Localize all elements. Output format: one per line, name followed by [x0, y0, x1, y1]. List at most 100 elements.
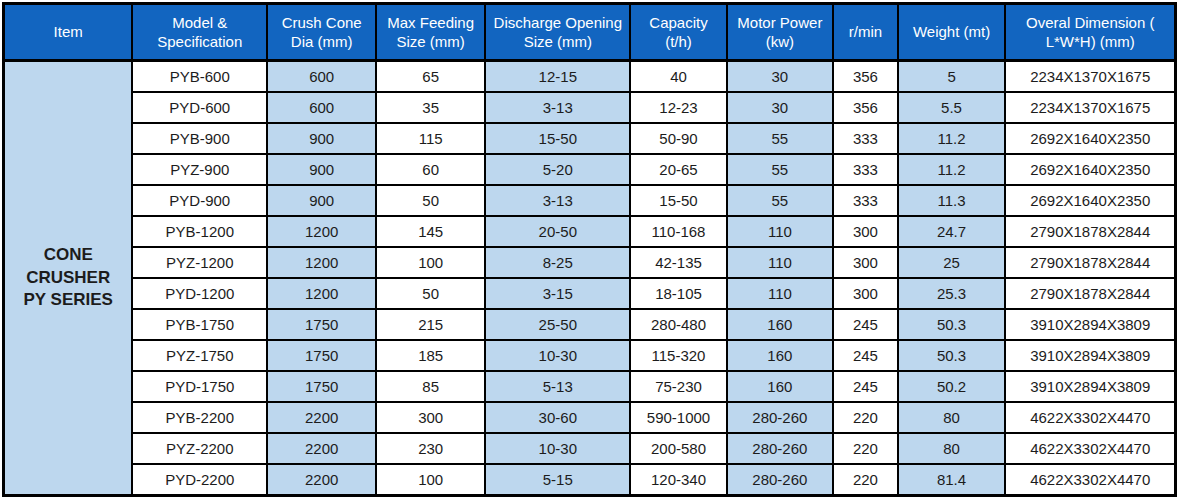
cell-r-min: 356 — [833, 92, 897, 123]
cell-motor-power: 280-260 — [727, 464, 834, 496]
cell-motor-power: 55 — [727, 185, 834, 216]
cell-weight: 5.5 — [898, 92, 1006, 123]
table-row: PYD-600600353-1312-23303565.52234X1370X1… — [4, 92, 1176, 123]
cell-r-min: 220 — [833, 433, 897, 464]
col-header-motor-power: Motor Power (kw) — [727, 4, 834, 61]
col-header-crush-cone-dia: Crush Cone Dia (mm) — [267, 4, 376, 61]
cell-crush-cone-dia: 1200 — [267, 278, 376, 309]
cell-discharge-opening-size: 5-20 — [485, 154, 630, 185]
cell-max-feeding-size: 85 — [376, 371, 485, 402]
col-header-overall-dimension: Overal Dimension ( L*W*H) (mm) — [1005, 4, 1175, 61]
cell-discharge-opening-size: 30-60 — [485, 402, 630, 433]
cell-motor-power: 110 — [727, 247, 834, 278]
cell-r-min: 245 — [833, 340, 897, 371]
cell-overall-dimension: 2234X1370X1675 — [1005, 61, 1175, 93]
col-header-weight: Weight (mt) — [898, 4, 1006, 61]
cell-overall-dimension: 3910X2894X3809 — [1005, 371, 1175, 402]
cell-model-specification: PYZ-1200 — [132, 247, 267, 278]
table-row: PYB-1200120014520-50110-16811030024.7279… — [4, 216, 1176, 247]
cell-model-specification: PYD-600 — [132, 92, 267, 123]
cell-r-min: 300 — [833, 216, 897, 247]
cell-capacity: 12-23 — [630, 92, 726, 123]
cell-weight: 25.3 — [898, 278, 1006, 309]
cell-motor-power: 30 — [727, 92, 834, 123]
cell-max-feeding-size: 215 — [376, 309, 485, 340]
cell-crush-cone-dia: 900 — [267, 123, 376, 154]
cell-max-feeding-size: 50 — [376, 278, 485, 309]
cell-capacity: 280-480 — [630, 309, 726, 340]
cone-crusher-spec-table: Item Model & Specification Crush Cone Di… — [2, 2, 1177, 497]
cell-discharge-opening-size: 10-30 — [485, 433, 630, 464]
cell-max-feeding-size: 115 — [376, 123, 485, 154]
cell-r-min: 245 — [833, 371, 897, 402]
cell-overall-dimension: 2692X1640X2350 — [1005, 154, 1175, 185]
cell-capacity: 50-90 — [630, 123, 726, 154]
cell-capacity: 115-320 — [630, 340, 726, 371]
cell-r-min: 300 — [833, 247, 897, 278]
cell-weight: 24.7 — [898, 216, 1006, 247]
cell-crush-cone-dia: 2200 — [267, 433, 376, 464]
cell-weight: 80 — [898, 433, 1006, 464]
cell-model-specification: PYB-1750 — [132, 309, 267, 340]
cell-weight: 80 — [898, 402, 1006, 433]
cell-weight: 11.3 — [898, 185, 1006, 216]
cell-capacity: 590-1000 — [630, 402, 726, 433]
cell-model-specification: PYD-2200 — [132, 464, 267, 496]
cell-capacity: 200-580 — [630, 433, 726, 464]
cell-discharge-opening-size: 3-13 — [485, 92, 630, 123]
col-header-capacity: Capacity (t/h) — [630, 4, 726, 61]
cell-discharge-opening-size: 15-50 — [485, 123, 630, 154]
cell-motor-power: 110 — [727, 216, 834, 247]
cell-r-min: 300 — [833, 278, 897, 309]
header-row: Item Model & Specification Crush Cone Di… — [4, 4, 1176, 61]
cell-discharge-opening-size: 8-25 — [485, 247, 630, 278]
cell-motor-power: 110 — [727, 278, 834, 309]
cell-max-feeding-size: 65 — [376, 61, 485, 93]
cell-motor-power: 160 — [727, 340, 834, 371]
item-group-cell: CONE CRUSHER PY SERIES — [4, 61, 133, 496]
cell-crush-cone-dia: 1750 — [267, 340, 376, 371]
cell-model-specification: PYB-1200 — [132, 216, 267, 247]
cell-weight: 50.2 — [898, 371, 1006, 402]
table-row: PYB-2200220030030-60590-1000280-26022080… — [4, 402, 1176, 433]
cell-r-min: 356 — [833, 61, 897, 93]
cell-crush-cone-dia: 600 — [267, 61, 376, 93]
cell-r-min: 333 — [833, 123, 897, 154]
cell-motor-power: 160 — [727, 371, 834, 402]
cell-model-specification: PYZ-2200 — [132, 433, 267, 464]
cell-motor-power: 55 — [727, 123, 834, 154]
cell-max-feeding-size: 50 — [376, 185, 485, 216]
cell-crush-cone-dia: 900 — [267, 154, 376, 185]
cell-discharge-opening-size: 3-15 — [485, 278, 630, 309]
cell-crush-cone-dia: 1200 — [267, 247, 376, 278]
cell-overall-dimension: 3910X2894X3809 — [1005, 340, 1175, 371]
table-row: PYD-17501750855-1375-23016024550.23910X2… — [4, 371, 1176, 402]
cell-weight: 5 — [898, 61, 1006, 93]
cell-model-specification: PYZ-1750 — [132, 340, 267, 371]
cell-crush-cone-dia: 1200 — [267, 216, 376, 247]
table-row: PYZ-2200220023010-30200-580280-260220804… — [4, 433, 1176, 464]
table-row: PYZ-900900605-2020-655533311.22692X1640X… — [4, 154, 1176, 185]
cell-max-feeding-size: 185 — [376, 340, 485, 371]
cell-model-specification: PYB-2200 — [132, 402, 267, 433]
cell-max-feeding-size: 300 — [376, 402, 485, 433]
cell-model-specification: PYD-1750 — [132, 371, 267, 402]
cell-overall-dimension: 4622X3302X4470 — [1005, 433, 1175, 464]
col-header-max-feeding-size: Max Feeding Size (mm) — [376, 4, 485, 61]
spec-sheet-page: Item Model & Specification Crush Cone Di… — [0, 0, 1180, 500]
table-row: PYD-900900503-1315-505533311.32692X1640X… — [4, 185, 1176, 216]
table-row: PYD-220022001005-15120-340280-26022081.4… — [4, 464, 1176, 496]
cell-weight: 25 — [898, 247, 1006, 278]
cell-crush-cone-dia: 1750 — [267, 371, 376, 402]
cell-motor-power: 160 — [727, 309, 834, 340]
table-row: PYB-90090011515-5050-905533311.22692X164… — [4, 123, 1176, 154]
cell-weight: 81.4 — [898, 464, 1006, 496]
cell-overall-dimension: 2790X1878X2844 — [1005, 278, 1175, 309]
cell-capacity: 110-168 — [630, 216, 726, 247]
cell-model-specification: PYB-600 — [132, 61, 267, 93]
table-row: PYD-12001200503-1518-10511030025.32790X1… — [4, 278, 1176, 309]
cell-discharge-opening-size: 5-15 — [485, 464, 630, 496]
col-header-r-min: r/min — [833, 4, 897, 61]
cell-weight: 50.3 — [898, 340, 1006, 371]
col-header-model-specification: Model & Specification — [132, 4, 267, 61]
